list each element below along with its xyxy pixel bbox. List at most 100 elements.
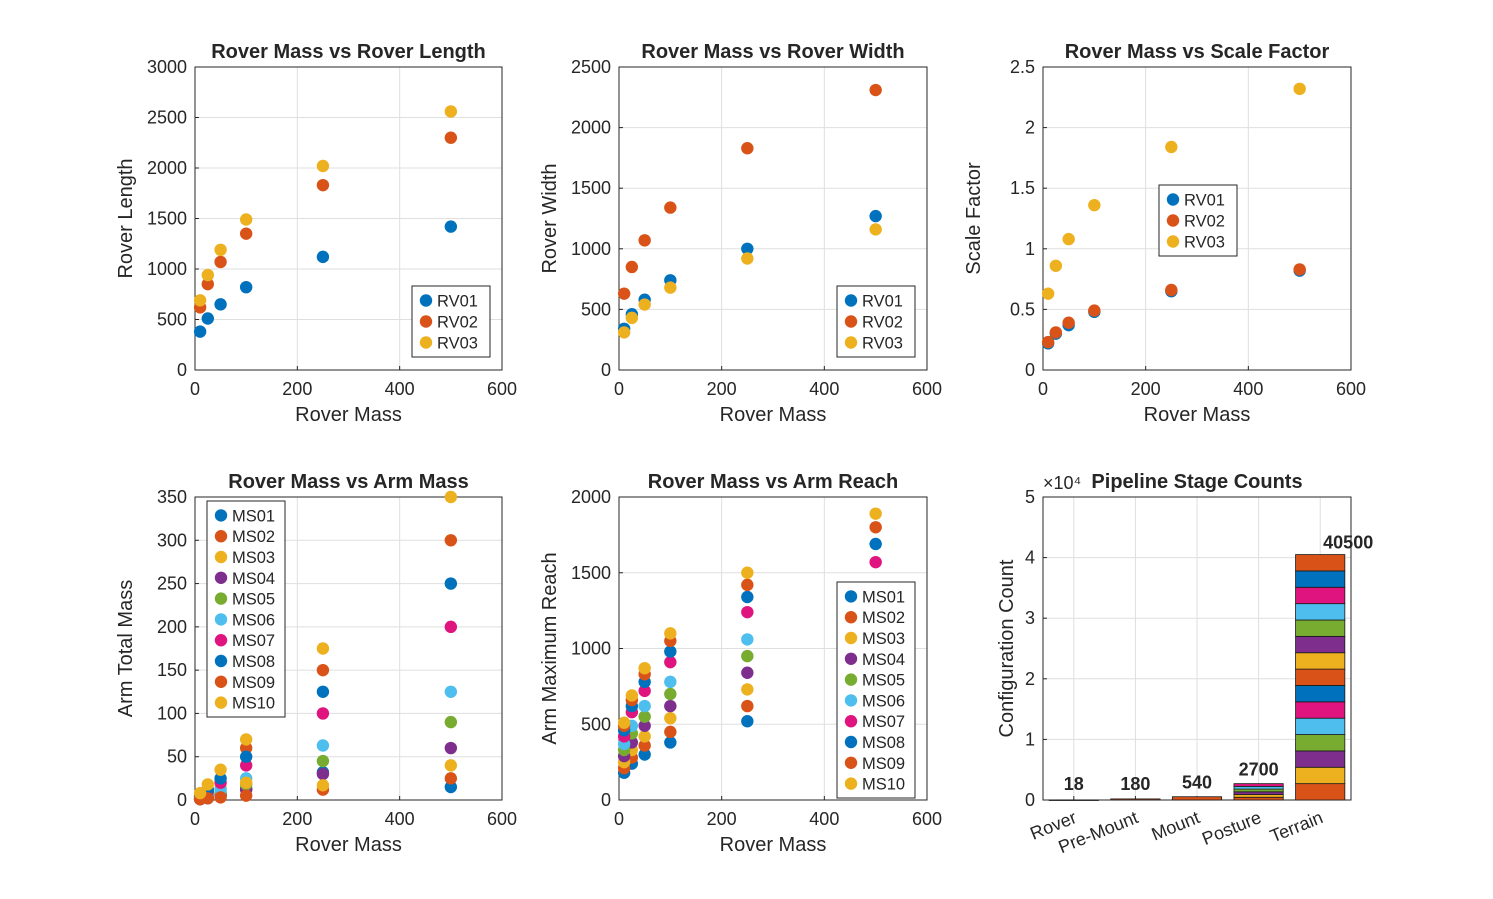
legend: MS01 MS02 MS03 MS04 MS05 MS06 MS07 MS08 MS09 MS10 (836, 581, 916, 799)
data-point-rv02 (617, 287, 631, 300)
data-point-rv01 (239, 280, 253, 294)
legend-label: MS03 (232, 549, 275, 567)
data-point-rv01 (316, 250, 330, 264)
y-tick-label: 300 (157, 530, 187, 550)
bar-segment (1295, 734, 1346, 752)
y-tick-label: 2000 (147, 158, 187, 178)
legend-marker (214, 634, 228, 647)
data-point-ms05 (741, 649, 754, 663)
data-point-rv03 (201, 268, 214, 282)
chart-2: 0 500 1000 1500 2000 2500 0 200 400 600 Rover Mass… (539, 41, 942, 426)
legend-label: MS08 (232, 653, 275, 671)
data-point-ms02 (869, 521, 882, 534)
y-tick-label: 2 (1025, 118, 1035, 138)
legend-label: MS04 (862, 651, 905, 669)
data-point-rv02 (638, 234, 651, 247)
y-tick-label: 0 (1025, 790, 1035, 810)
chart-title: Rover Mass vs Rover Width (641, 41, 904, 63)
x-tick-label: 0 (190, 379, 200, 399)
data-point-ms08 (316, 685, 330, 698)
data-point-rv03 (444, 105, 458, 118)
data-point-rv01 (444, 220, 458, 233)
data-point-ms07 (869, 555, 882, 569)
legend-marker (844, 715, 858, 728)
y-tick-label: 200 (157, 617, 187, 637)
x-axis-label: Rover Mass (295, 404, 402, 426)
data-point-rv03 (741, 252, 754, 265)
legend-marker (844, 590, 858, 603)
data-point-ms03 (444, 490, 458, 504)
data-point-rv01 (201, 312, 214, 325)
axes-box (618, 66, 928, 371)
data-point-ms07 (239, 759, 253, 772)
legend-label: RV01 (862, 293, 903, 311)
data-point-ms10 (664, 627, 677, 640)
legend-label: RV02 (862, 314, 903, 332)
y-tick-label: 3 (1025, 608, 1035, 628)
legend: RV01 RV02 RV03 (836, 285, 916, 358)
bar-value-label: 180 (1120, 774, 1150, 794)
data-point-ms05 (664, 687, 677, 701)
data-point-rv03 (1165, 140, 1178, 154)
legend-label: MS10 (232, 695, 275, 713)
bar-segment (1233, 785, 1284, 790)
data-point-rv03 (638, 298, 651, 311)
y-tick-label: 2500 (147, 108, 187, 128)
legend-label: MS01 (232, 507, 275, 525)
legend-marker (844, 756, 858, 769)
x-tick-label: 400 (809, 379, 839, 399)
data-point-ms10 (444, 759, 458, 772)
y-tick-label: 1500 (571, 563, 611, 583)
legend-label: MS03 (862, 630, 905, 648)
data-point-ms08 (444, 780, 458, 794)
y-tick-label: 0 (601, 790, 611, 810)
data-point-ms01 (444, 577, 458, 590)
legend-marker (844, 652, 858, 665)
data-point-rv03 (1088, 198, 1101, 212)
data-point-rv03 (1293, 82, 1306, 96)
chart-1: 0 500 1000 1500 2000 2500 3000 0 200 400 600 Rover … (115, 41, 517, 426)
legend-marker (844, 336, 858, 349)
data-point-ms02 (741, 699, 754, 713)
legend-marker (844, 694, 858, 707)
legend-label: MS06 (862, 692, 905, 710)
data-point-rv02 (444, 131, 458, 144)
legend-marker (214, 613, 228, 626)
y-tick-label: 0 (601, 360, 611, 380)
x-tick-label: 600 (1336, 379, 1366, 399)
y-tick-label: 50 (167, 747, 187, 767)
data-point-rv02 (1088, 304, 1101, 317)
bar-value-label: 540 (1182, 773, 1212, 793)
data-point-ms02 (638, 739, 651, 752)
x-tick-label: 600 (487, 809, 517, 829)
y-tick-label: 0 (1025, 360, 1035, 380)
x-tick-label: 600 (912, 809, 942, 829)
data-point-ms06 (664, 675, 677, 689)
data-point-ms07 (444, 620, 458, 634)
legend-label: RV01 (437, 293, 478, 311)
legend-marker (1166, 193, 1180, 206)
bar-segment (1295, 570, 1346, 588)
bar-segment (1295, 750, 1346, 768)
x-tick-label: 0 (614, 379, 624, 399)
data-point-ms09 (444, 772, 458, 785)
y-tick-label: 100 (157, 703, 187, 723)
data-point-ms03 (664, 711, 677, 725)
bar-value-label: 40500 (1323, 533, 1373, 553)
data-point-ms01 (741, 715, 754, 728)
legend-marker (844, 673, 858, 686)
bar-segment (1295, 685, 1346, 703)
bar-segment (1295, 717, 1346, 735)
data-point-ms10 (316, 779, 330, 792)
data-point-rv02 (1062, 316, 1075, 329)
y-tick-label: 1 (1025, 239, 1035, 259)
legend-label: MS08 (862, 734, 905, 752)
data-point-ms10 (638, 661, 651, 675)
y-tick-label: 0 (177, 790, 187, 810)
legend-marker (419, 315, 433, 328)
data-point-ms03 (869, 507, 882, 520)
y-axis-label: Rover Width (539, 163, 561, 273)
y-tick-label: 5 (1025, 487, 1035, 507)
bar-segment (1233, 788, 1284, 793)
